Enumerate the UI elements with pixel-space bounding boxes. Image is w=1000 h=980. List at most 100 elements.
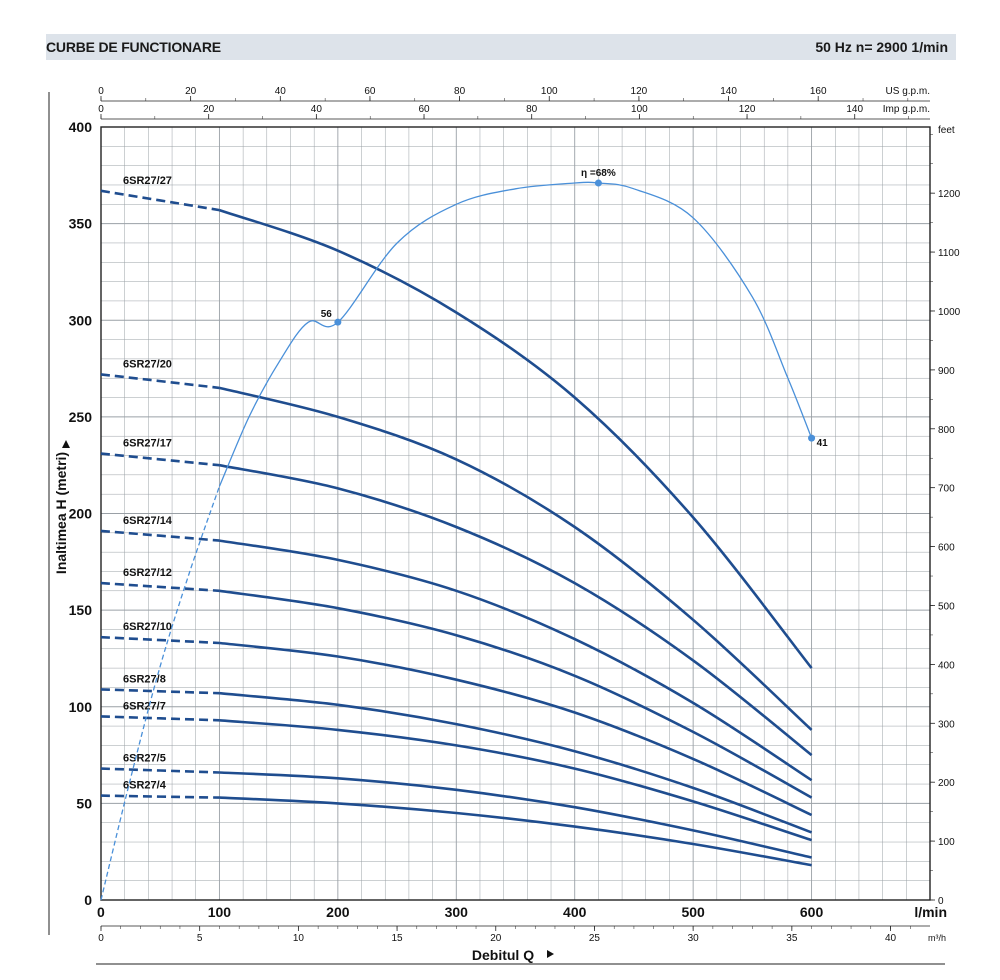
head-curve <box>219 589 813 799</box>
x-tick-label: 400 <box>563 904 587 920</box>
chart-heading: CURBE DE FUNCTIONARE <box>46 39 221 55</box>
efficiency-point <box>594 179 602 187</box>
head-curve-dashed <box>100 715 220 722</box>
x-tick-label: 300 <box>445 904 469 920</box>
series-label: 6SR27/14 <box>123 515 173 527</box>
usgpm-tick-label: 100 <box>541 86 558 97</box>
y-tick-label: 400 <box>69 119 93 135</box>
impgpm-tick-label: 80 <box>526 104 538 115</box>
x-tick-label: 600 <box>800 904 824 920</box>
x-axis-arrow-icon <box>547 950 554 958</box>
m3h-tick-label: 20 <box>490 933 502 944</box>
head-curve <box>219 641 813 817</box>
m3h-tick-label: 0 <box>98 933 104 944</box>
y-axis-arrow-icon <box>62 440 70 448</box>
series-label: 6SR27/17 <box>123 438 172 450</box>
plot-border <box>100 126 931 901</box>
head-curve <box>219 691 813 834</box>
m3h-tick-label: 40 <box>885 933 897 944</box>
usgpm-unit-label: US g.p.m. <box>886 86 930 97</box>
series-label: 6SR27/27 <box>123 175 172 187</box>
usgpm-tick-label: 80 <box>454 86 466 97</box>
feet-tick-label: 200 <box>938 778 955 789</box>
feet-tick-label: 700 <box>938 484 955 495</box>
head-curve <box>219 771 812 859</box>
speed-spec: 50 Hz n= 2900 1/min <box>815 39 948 55</box>
feet-tick-label: 0 <box>938 896 944 907</box>
usgpm-tick-label: 120 <box>631 86 648 97</box>
m3h-tick-label: 35 <box>786 933 798 944</box>
efficiency-point <box>808 434 816 442</box>
series-label: 6SR27/10 <box>123 621 172 633</box>
head-curve <box>218 208 813 669</box>
y-tick-label: 100 <box>69 699 93 715</box>
x-tick-label: 0 <box>97 904 105 920</box>
efficiency-peak-label: η =68% <box>581 168 616 179</box>
impgpm-tick-label: 60 <box>418 104 430 115</box>
head-curve <box>219 386 813 731</box>
head-curve-dashed <box>100 189 220 212</box>
series-label: 6SR27/4 <box>123 780 167 792</box>
m3h-tick-label: 5 <box>197 933 203 944</box>
usgpm-tick-label: 40 <box>275 86 287 97</box>
usgpm-tick-label: 140 <box>720 86 737 97</box>
impgpm-tick-label: 120 <box>739 104 756 115</box>
head-curve <box>219 463 813 757</box>
m3h-tick-label: 25 <box>589 933 601 944</box>
head-curve-dashed <box>100 635 220 645</box>
feet-tick-label: 1000 <box>938 307 961 318</box>
head-curves: 6SR27/27 6SR27/20 6SR27/17 6SR27/14 6SR27/12… <box>100 175 813 867</box>
head-curve-dashed <box>100 794 220 799</box>
feet-tick-label: 400 <box>938 660 955 671</box>
plot-frame <box>48 92 945 965</box>
y-tick-label: 250 <box>69 409 93 425</box>
feet-tick-label: 800 <box>938 425 955 436</box>
series-label: 6SR27/8 <box>123 673 166 685</box>
head-curve-dashed <box>100 767 220 774</box>
head-curve <box>219 539 813 782</box>
impgpm-tick-label: 0 <box>98 104 104 115</box>
feet-tick-label: 600 <box>938 543 955 554</box>
usgpm-tick-label: 160 <box>810 86 827 97</box>
efficiency-point-label: 56 <box>321 309 333 320</box>
x-tick-label: 200 <box>326 904 350 920</box>
y-tick-label: 150 <box>69 602 93 618</box>
impgpm-tick-label: 140 <box>846 104 863 115</box>
efficiency-curve: 56 41 η =68% <box>100 168 829 901</box>
efficiency-point <box>334 318 342 326</box>
head-curve <box>219 719 812 842</box>
y-tick-label: 200 <box>69 506 93 522</box>
header-bar: CURBE DE FUNCTIONARE 50 Hz n= 2900 1/min <box>46 34 956 60</box>
usgpm-tick-label: 0 <box>98 86 104 97</box>
y-tick-label: 300 <box>69 312 93 328</box>
series-label: 6SR27/12 <box>123 567 172 579</box>
y-tick-label: 350 <box>69 216 93 232</box>
grid <box>100 126 931 901</box>
y-tick-label: 50 <box>76 795 92 811</box>
head-curve-dashed <box>100 688 220 695</box>
feet-tick-label: 900 <box>938 366 955 377</box>
x-tick-label: 100 <box>208 904 232 920</box>
feet-tick-label: 1100 <box>938 248 960 259</box>
series-label: 6SR27/5 <box>123 753 166 765</box>
head-curve-dashed <box>100 529 220 542</box>
m3h-tick-label: 15 <box>392 933 404 944</box>
usgpm-tick-label: 60 <box>364 86 376 97</box>
efficiency-point-label: 41 <box>817 438 829 449</box>
head-curve-dashed <box>100 452 220 467</box>
x-tick-label: 500 <box>681 904 705 920</box>
feet-tick-label: 500 <box>938 601 955 612</box>
feet-tick-label: 1200 <box>938 189 961 200</box>
m3h-tick-label: 10 <box>293 933 305 944</box>
usgpm-tick-label: 20 <box>185 86 197 97</box>
y-axis-title: Inaltimea H (metri) <box>53 452 69 574</box>
impgpm-tick-label: 20 <box>203 104 215 115</box>
x-unit-label: l/min <box>914 904 947 920</box>
series-label: 6SR27/20 <box>123 358 172 370</box>
series-label: 6SR27/7 <box>123 700 166 712</box>
head-curve-dashed <box>100 373 220 390</box>
x-axis-title: Debitul Q <box>472 947 534 963</box>
feet-tick-label: 100 <box>938 837 955 848</box>
